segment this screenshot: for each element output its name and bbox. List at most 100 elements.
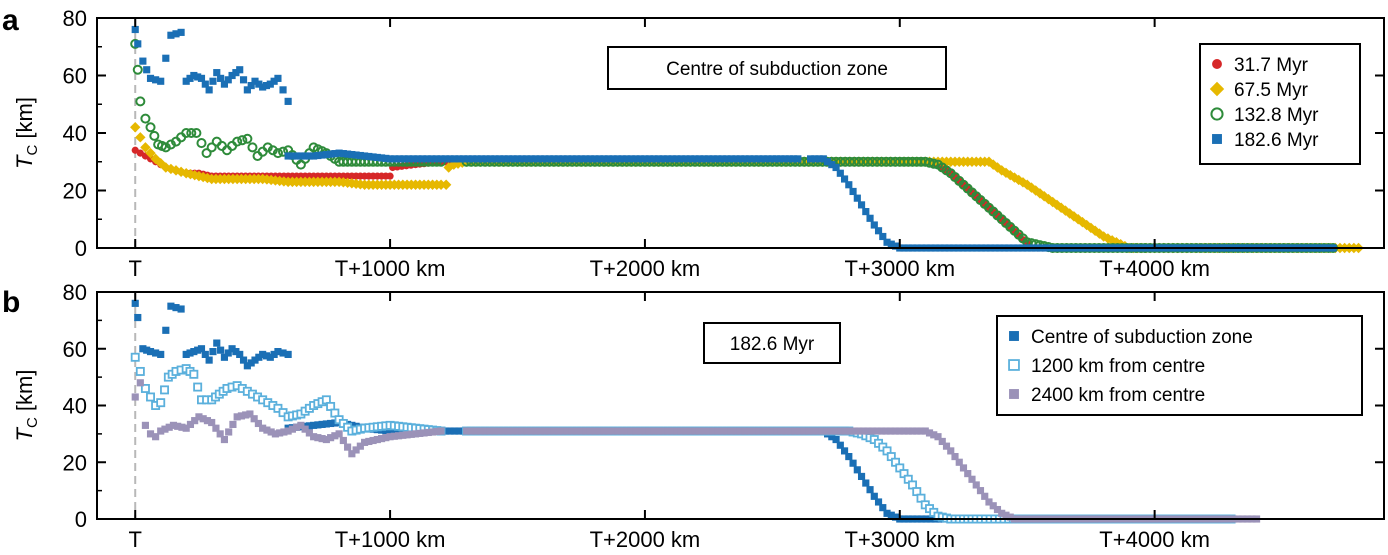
data-point bbox=[862, 156, 873, 167]
data-point bbox=[527, 155, 535, 163]
data-point bbox=[140, 383, 150, 393]
legend-label: 1200 km from centre bbox=[1031, 356, 1205, 377]
data-point bbox=[278, 146, 289, 157]
data-point bbox=[509, 427, 517, 435]
data-point bbox=[224, 349, 232, 357]
data-point bbox=[1026, 182, 1037, 193]
data-point bbox=[645, 427, 654, 435]
data-point bbox=[386, 427, 394, 435]
data-point bbox=[862, 208, 870, 216]
data-point bbox=[203, 417, 212, 425]
data-point bbox=[718, 155, 726, 163]
data-point bbox=[928, 158, 939, 169]
data-point bbox=[632, 155, 640, 163]
panel-b: b 0 20 40 60 80 T T+1000 km T+2000 km T+3000 km T+… bbox=[2, 280, 1385, 552]
data-point bbox=[883, 509, 891, 517]
data-point bbox=[700, 427, 708, 435]
data-point bbox=[165, 423, 173, 431]
data-point bbox=[550, 427, 558, 435]
data-point bbox=[259, 424, 267, 432]
data-point bbox=[213, 339, 221, 347]
data-point bbox=[236, 350, 244, 358]
data-point bbox=[284, 97, 292, 105]
legend: 31.7 Myr 67.5 Myr 132.8 Myr 182.6 Myr bbox=[1199, 43, 1361, 165]
data-point bbox=[348, 450, 356, 458]
data-point bbox=[186, 349, 194, 357]
legend-label: 31.7 Myr bbox=[1234, 55, 1309, 76]
data-point bbox=[641, 155, 649, 163]
x-tick-label: T+1000 km bbox=[335, 256, 446, 281]
data-point bbox=[233, 413, 241, 421]
data-point bbox=[414, 155, 422, 163]
data-point bbox=[344, 443, 352, 451]
data-point bbox=[876, 156, 887, 167]
data-point bbox=[243, 362, 251, 370]
data-point bbox=[595, 155, 603, 163]
data-point bbox=[339, 150, 347, 158]
data-point bbox=[141, 421, 149, 429]
data-point bbox=[237, 135, 248, 146]
data-point bbox=[172, 30, 180, 38]
data-point bbox=[732, 155, 740, 163]
data-point bbox=[239, 356, 248, 364]
data-point bbox=[1077, 216, 1088, 228]
data-point bbox=[955, 458, 963, 466]
data-point bbox=[1043, 193, 1054, 205]
data-point bbox=[450, 155, 459, 163]
data-point bbox=[759, 427, 767, 435]
data-point bbox=[627, 155, 635, 163]
data-point bbox=[143, 346, 151, 354]
data-point bbox=[755, 155, 763, 163]
data-point bbox=[828, 433, 836, 441]
data-point bbox=[266, 353, 274, 361]
data-point bbox=[146, 392, 155, 402]
data-point bbox=[420, 429, 428, 437]
data-point bbox=[981, 492, 989, 500]
data-point bbox=[331, 150, 339, 158]
data-point bbox=[850, 427, 858, 435]
data-point bbox=[274, 74, 282, 82]
data-point bbox=[650, 155, 658, 163]
data-point bbox=[310, 152, 318, 160]
data-point bbox=[1081, 219, 1092, 231]
data-point bbox=[327, 434, 335, 442]
data-point bbox=[668, 427, 676, 435]
data-point bbox=[297, 152, 305, 160]
data-point bbox=[513, 427, 522, 435]
data-point bbox=[255, 80, 263, 88]
data-point bbox=[659, 155, 667, 163]
data-point bbox=[874, 498, 883, 506]
data-point bbox=[604, 155, 613, 163]
data-point bbox=[568, 155, 576, 163]
data-point bbox=[196, 138, 207, 149]
data-point bbox=[395, 155, 403, 163]
data-point bbox=[246, 410, 254, 418]
data-point bbox=[921, 427, 929, 435]
data-point bbox=[815, 155, 823, 163]
data-point bbox=[225, 428, 233, 436]
data-point bbox=[714, 427, 722, 435]
data-point bbox=[695, 427, 704, 435]
data-point bbox=[365, 152, 373, 161]
data-point bbox=[394, 432, 403, 440]
data-point bbox=[818, 427, 826, 435]
data-point bbox=[705, 427, 713, 435]
annotation-text: 182.6 Myr bbox=[730, 334, 815, 355]
data-point bbox=[160, 385, 170, 395]
data-point bbox=[823, 158, 832, 166]
data-point bbox=[305, 429, 313, 437]
x-tick-label: T+3000 km bbox=[844, 527, 955, 552]
panel-letter: a bbox=[2, 4, 19, 37]
data-point bbox=[668, 155, 676, 163]
data-point bbox=[786, 427, 795, 435]
data-point bbox=[232, 69, 240, 77]
data-point bbox=[130, 352, 140, 362]
data-point bbox=[832, 435, 840, 444]
data-point bbox=[554, 427, 563, 435]
data-point bbox=[495, 427, 503, 435]
data-point bbox=[335, 430, 343, 438]
data-point bbox=[887, 240, 895, 248]
data-point bbox=[229, 420, 237, 428]
data-point bbox=[618, 427, 626, 435]
data-point bbox=[131, 25, 139, 34]
